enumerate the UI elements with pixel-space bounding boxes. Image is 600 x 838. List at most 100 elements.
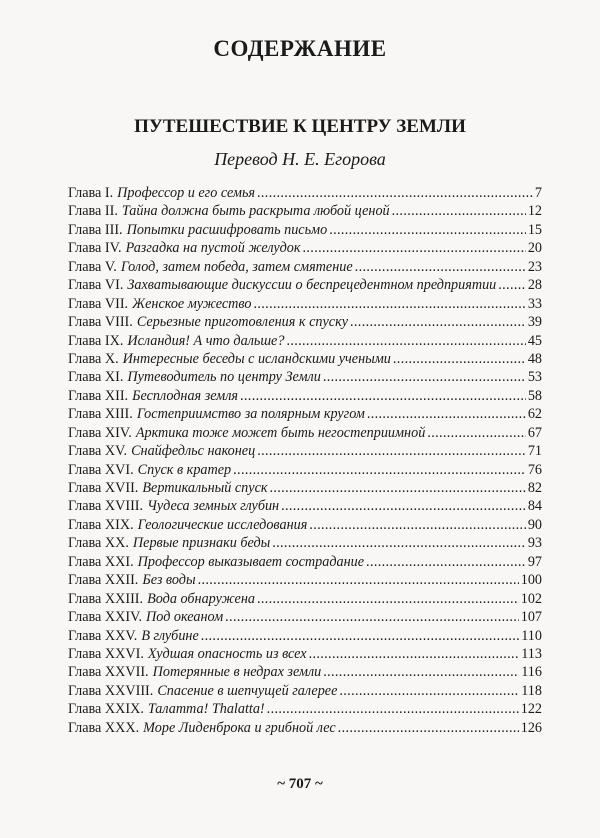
chapter-title: Худшая опасность из всех — [147, 645, 307, 662]
chapter-title: Захватывающие дискуссии о беспрецедентно… — [127, 277, 497, 294]
chapter-title: Интересные беседы с исландскими учеными — [122, 350, 391, 367]
chapter-page: 113 — [521, 645, 542, 662]
chapter-title: Женское мужество — [132, 295, 252, 312]
toc-entry: Глава VII.Женское мужество 33 — [68, 295, 542, 313]
chapter-title: Бесплодная земля — [132, 387, 239, 404]
toc-entry: Глава XXVI.Худшая опасность из всех 113 — [68, 645, 542, 663]
chapter-page: 7 — [534, 185, 542, 201]
chapter-number: Глава VI. — [68, 277, 124, 294]
toc-entry: Глава XII.Бесплодная земля 58 — [68, 387, 542, 405]
toc-entry: Глава XIII. Гостеприимство за полярным кр… — [68, 405, 542, 423]
chapter-title: Талатта! Thalatta! — [147, 701, 265, 718]
chapter-number: Глава X. — [68, 350, 119, 367]
chapter-page: 39 — [527, 314, 542, 331]
chapter-page: 67 — [527, 424, 542, 441]
toc-entry: Глава XIX.Геологические исследования 90 — [68, 516, 542, 534]
dot-leader — [393, 350, 526, 368]
toc-entry: Глава I.Профессор и его семья 7 — [68, 184, 542, 202]
dot-leader — [240, 387, 526, 405]
chapter-page: 122 — [520, 701, 542, 718]
chapter-title: Без воды — [142, 572, 196, 589]
dot-leader — [350, 313, 526, 331]
dot-leader — [498, 276, 526, 294]
chapter-page: 90 — [527, 516, 542, 533]
chapter-page: 20 — [527, 240, 542, 257]
chapter-number: Глава XX. — [68, 535, 129, 552]
chapter-number: Глава XI. — [68, 369, 124, 386]
chapter-number: Глава V. — [68, 258, 117, 275]
chapter-page: 53 — [527, 369, 542, 386]
dot-leader — [272, 534, 526, 552]
chapter-number: Глава XXV. — [68, 627, 138, 644]
toc-entry: Глава XXV.В глубине 110 — [68, 627, 542, 645]
chapter-number: Глава IV. — [68, 240, 122, 257]
chapter-number: Глава IX. — [68, 332, 124, 349]
dot-leader — [198, 571, 519, 589]
chapter-number: Глава XXVI. — [68, 645, 144, 662]
toc-entry: Глава XX.Первые признаки беды 93 — [68, 534, 542, 552]
chapter-page: 33 — [527, 295, 542, 312]
chapter-title: Вода обнаружена — [147, 590, 255, 607]
toc-entry: Глава XXI. Профессор выказывает сострадан… — [68, 553, 542, 571]
toc-entry: Глава XV.Снайфедльс наконец 71 — [68, 442, 542, 460]
dot-leader — [257, 442, 526, 460]
chapter-number: Глава XXIII. — [68, 590, 144, 607]
chapter-title: Потерянные в недрах земли — [152, 664, 322, 681]
chapter-title: Чудеса земных глубин — [147, 498, 280, 515]
chapter-number: Глава XXIX. — [68, 701, 144, 718]
dot-leader — [233, 461, 526, 479]
toc-entry: Глава VI. Захватывающие дискуссии о беспр… — [68, 276, 542, 294]
toc-entry: Глава XXII.Без воды 100 — [68, 571, 542, 589]
toc-entry: Глава XXVIII. Спасение в шепчущей галерее… — [68, 682, 542, 700]
dot-leader — [270, 479, 526, 497]
dot-leader — [225, 608, 519, 626]
toc-entry: Глава XVII.Вертикальный спуск 82 — [68, 479, 542, 497]
chapter-page: 102 — [520, 590, 542, 607]
chapter-number: Глава XXI. — [68, 553, 134, 570]
chapter-number: Глава XXII. — [68, 572, 139, 589]
chapter-page: 15 — [527, 221, 542, 238]
chapter-number: Глава XIII. — [68, 406, 133, 423]
chapter-page: 100 — [520, 572, 542, 589]
chapter-title: Геологические исследования — [137, 516, 308, 533]
dot-leader — [355, 258, 526, 276]
chapter-title: В глубине — [141, 627, 199, 644]
chapter-title: Снайфедльс наконец — [131, 443, 256, 460]
chapter-title: Первые признаки беды — [132, 535, 271, 552]
dot-leader — [309, 645, 520, 663]
book-title: ПУТЕШЕСТВИЕ К ЦЕНТРУ ЗЕМЛИ — [134, 116, 466, 137]
dot-leader — [309, 516, 526, 534]
chapter-number: Глава XV. — [68, 443, 128, 460]
chapter-page: 71 — [527, 443, 542, 460]
dot-leader — [257, 590, 519, 608]
chapter-title: Разгадка на пустой желудок — [125, 240, 301, 257]
chapter-title: Профессор выказывает сострадание — [137, 553, 365, 570]
chapter-page: 84 — [527, 498, 542, 515]
toc-entry: Глава XVI.Спуск в кратер 76 — [68, 461, 542, 479]
chapter-title: Море Лиденброка и грибной лес — [143, 719, 336, 736]
chapter-number: Глава I. — [68, 185, 114, 201]
chapter-number: Глава XXX. — [68, 719, 140, 736]
chapter-number: Глава XXIV. — [68, 609, 143, 626]
toc-entry: Глава VIII. Серьезные приготовления к спу… — [68, 313, 542, 331]
chapter-page: 48 — [527, 350, 542, 367]
chapter-page: 76 — [527, 461, 542, 478]
chapter-number: Глава III. — [68, 221, 123, 238]
toc-entry: Глава III.Попытки расшифровать письмо 15 — [68, 221, 542, 239]
chapter-title: Профессор и его семья — [117, 185, 256, 201]
chapter-page: 28 — [527, 277, 542, 294]
toc-entry: Глава XVIII.Чудеса земных глубин 84 — [68, 497, 542, 515]
chapter-number: Глава XVII. — [68, 480, 139, 496]
dot-leader — [267, 700, 519, 718]
dot-leader — [366, 553, 526, 571]
chapter-page: 118 — [521, 682, 542, 699]
dot-leader — [392, 202, 526, 220]
chapter-title: Путеводитель по центру Земли — [127, 369, 321, 386]
chapter-title: Под океаном — [146, 609, 224, 626]
toc-entry: Глава XI.Путеводитель по центру Земли 53 — [68, 368, 542, 386]
chapter-title: Исландия! А что дальше? — [127, 332, 285, 349]
page-heading: СОДЕРЖАНИЕ — [213, 36, 387, 61]
chapter-page: 58 — [527, 387, 542, 404]
chapter-page: 62 — [527, 406, 542, 423]
chapter-number: Глава VII. — [68, 295, 129, 312]
